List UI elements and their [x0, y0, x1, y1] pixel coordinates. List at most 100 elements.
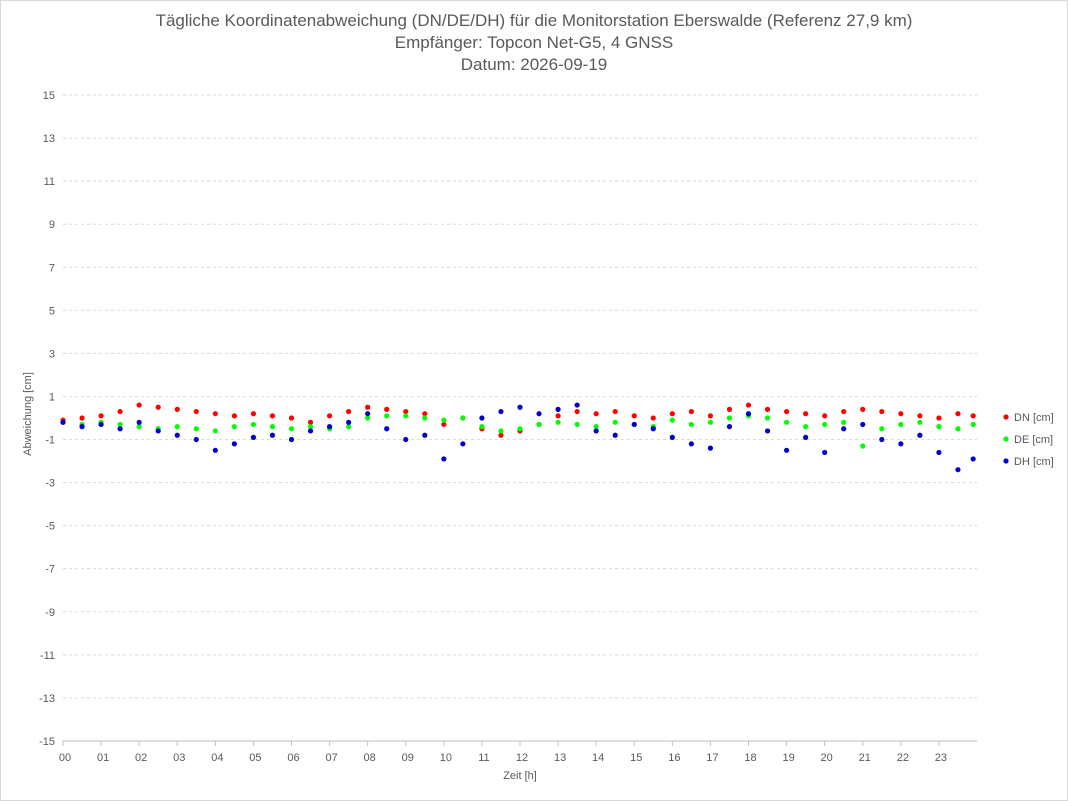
legend-marker: [1003, 458, 1009, 464]
x-tick-label: 19: [782, 752, 794, 764]
data-points: [60, 402, 976, 473]
y-tick-label: 9: [49, 219, 55, 231]
x-tick-label: 22: [897, 752, 909, 764]
data-point: [365, 411, 371, 417]
data-point: [460, 441, 466, 447]
y-tick-label: 5: [49, 305, 55, 317]
x-tick-label: 06: [287, 752, 299, 764]
data-point: [669, 411, 675, 417]
data-point: [384, 413, 390, 419]
y-axis-ticks: 15 13 11 9 7 5 3 1 -1 -3 -5 -7 -9 -11 -13 -15: [39, 90, 55, 748]
data-point: [726, 415, 733, 421]
x-tick-label: 00: [59, 752, 71, 764]
x-tick-label: 20: [821, 752, 833, 764]
data-point: [98, 413, 104, 419]
data-point: [669, 434, 675, 440]
data-point: [726, 424, 733, 430]
data-point: [441, 417, 447, 423]
data-point: [970, 413, 976, 419]
y-tick-label: -5: [45, 521, 55, 533]
data-point: [155, 404, 161, 410]
data-point: [669, 417, 675, 423]
data-point: [917, 413, 923, 419]
data-point: [574, 421, 580, 428]
data-point: [745, 411, 752, 417]
x-tick-label: 15: [630, 752, 642, 764]
data-point: [250, 434, 257, 440]
data-point: [422, 411, 428, 417]
data-point: [403, 408, 409, 415]
data-point: [60, 419, 66, 425]
chart-titles: Tägliche Koordinatenabweichung (DN/DE/DH…: [0, 10, 1068, 76]
data-point: [555, 413, 561, 419]
y-tick-label: -13: [39, 693, 55, 705]
data-point: [365, 415, 371, 421]
x-tick-label: 21: [859, 752, 871, 764]
data-point: [612, 419, 618, 425]
data-point: [79, 424, 85, 430]
data-point: [803, 424, 809, 430]
data-point: [764, 406, 771, 412]
data-point: [970, 421, 976, 428]
data-point: [479, 424, 485, 430]
legend-label: DE [cm]: [1014, 434, 1053, 446]
data-point: [803, 411, 809, 417]
legend-label: DH [cm]: [1014, 456, 1054, 468]
y-tick-label: 13: [43, 133, 55, 145]
data-point: [498, 432, 504, 438]
data-point: [117, 421, 123, 428]
data-point: [860, 421, 866, 428]
data-point: [498, 428, 504, 434]
data-point: [936, 424, 942, 430]
data-point: [288, 415, 295, 421]
data-point: [650, 415, 656, 421]
y-axis-title: Abweichung [cm]: [22, 372, 34, 456]
data-point: [898, 441, 904, 447]
data-point: [269, 413, 276, 419]
data-point: [879, 408, 885, 415]
data-point: [460, 415, 466, 421]
data-point: [212, 428, 218, 434]
data-point: [212, 447, 218, 453]
data-point: [98, 421, 104, 428]
data-point: [479, 415, 485, 421]
data-point: [441, 456, 447, 462]
chart-title: Tägliche Koordinatenabweichung (DN/DE/DH…: [155, 11, 913, 30]
data-point: [555, 406, 561, 412]
x-tick-label: 01: [97, 752, 109, 764]
x-axis-ticks: 00 01 02 03 04 05 06 07 08 09 10 11 12 13 14 15 16 17 18 19…: [59, 741, 947, 764]
data-point: [174, 424, 180, 430]
data-point: [555, 419, 561, 425]
data-point: [307, 428, 314, 434]
data-point: [803, 434, 809, 440]
data-point: [536, 411, 542, 417]
x-axis-title: Zeit [h]: [503, 770, 537, 782]
data-point: [726, 406, 733, 412]
data-point: [955, 411, 961, 417]
data-point: [970, 456, 976, 462]
data-point: [822, 421, 828, 428]
data-point: [860, 443, 866, 449]
data-point: [136, 419, 142, 425]
data-point: [384, 426, 390, 432]
x-tick-label: 08: [364, 752, 376, 764]
y-tick-label: 3: [49, 348, 55, 360]
data-point: [593, 424, 599, 430]
data-point: [269, 424, 276, 430]
x-tick-label: 14: [592, 752, 604, 764]
data-point: [860, 406, 866, 412]
y-tick-label: 15: [43, 90, 55, 102]
data-point: [346, 419, 352, 425]
chart-subtitle-date: Datum: 2026-09-19: [460, 55, 608, 74]
x-tick-label: 09: [402, 752, 414, 764]
data-point: [79, 415, 85, 421]
x-tick-label: 02: [135, 752, 147, 764]
data-point: [193, 408, 199, 415]
data-point: [879, 436, 885, 443]
data-point: [574, 402, 580, 408]
data-point: [688, 441, 694, 447]
y-tick-label: -15: [39, 736, 55, 748]
y-tick-label: -3: [45, 478, 55, 490]
data-point: [136, 424, 142, 430]
